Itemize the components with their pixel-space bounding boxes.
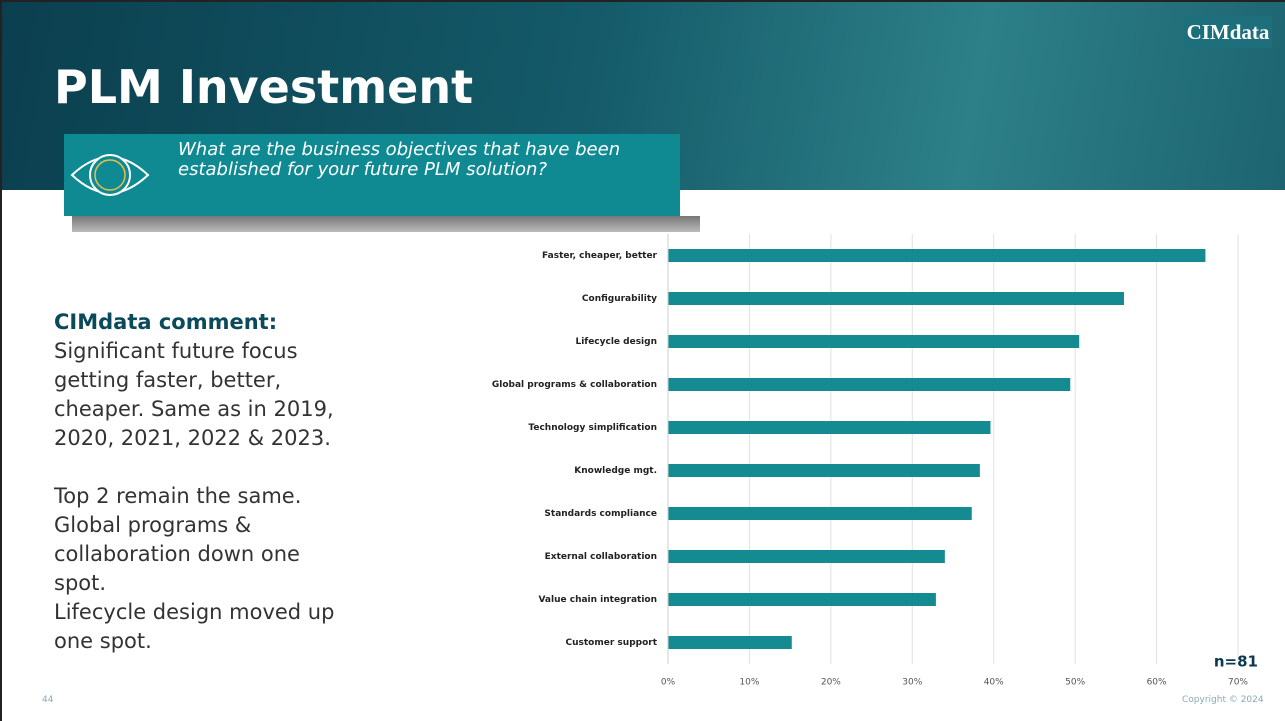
x-tick-label: 50% [1065,678,1085,688]
y-tick-label: Technology simplification [528,423,657,433]
y-tick-label: Configurability [582,294,657,304]
y-tick-label: Standards compliance [544,509,657,519]
y-tick-label: Lifecycle design [575,337,657,347]
copyright: Copyright © 2024 [1182,695,1264,705]
bar [668,335,1080,348]
bar [668,550,945,563]
comment-text: Significant future focus getting faster,… [54,339,334,450]
annotation: n=81 [1214,653,1258,671]
comment: CIMdata comment: Significant future focu… [54,308,344,453]
note: Lifecycle design moved up one spot. [54,600,335,653]
question-text: What are the business objectives that ha… [178,139,621,180]
y-tick-label: Global programs & collaboration [492,380,657,390]
x-tick-label: 60% [1147,678,1167,688]
notes: Top 2 remain the same. Global programs & … [54,482,344,656]
logo: CIMdata [1184,16,1272,48]
y-tick-label: Faster, cheaper, better [542,251,658,261]
question-shadow [72,216,700,232]
bar [668,378,1071,391]
x-tick-label: 30% [902,678,922,688]
bar [668,636,792,649]
comment-label: CIMdata comment: [54,310,278,334]
y-tick-label: Value chain integration [538,595,657,605]
bar [668,292,1124,305]
slide-title: PLM Investment [54,60,474,114]
x-tick-label: 10% [739,678,759,688]
eye-icon [70,154,150,196]
bar [668,593,936,606]
note: Global programs & collaboration down one… [54,513,300,595]
x-tick-label: 40% [984,678,1004,688]
bar [668,421,991,434]
bar [668,249,1206,262]
note: Top 2 remain the same. [54,484,302,508]
x-tick-label: 20% [821,678,841,688]
page-number: 44 [42,695,54,705]
comment-block: CIMdata comment: Significant future focu… [54,308,344,656]
y-tick-label: Customer support [566,638,658,648]
y-tick-label: Knowledge mgt. [574,466,657,476]
x-tick-label: 70% [1228,678,1248,688]
bar [668,507,972,520]
question-box: What are the business objectives that ha… [64,134,680,216]
bar [668,464,980,477]
y-tick-label: External collaboration [545,552,657,562]
x-tick-label: 0% [661,678,676,688]
